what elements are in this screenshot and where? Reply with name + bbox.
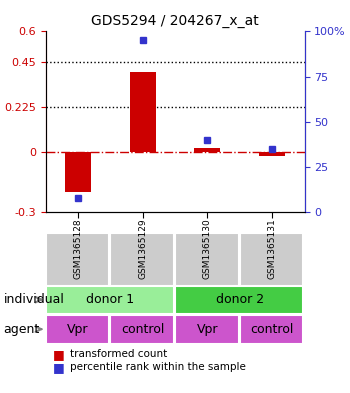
Text: donor 2: donor 2 [216, 293, 264, 306]
Text: Vpr: Vpr [197, 323, 218, 336]
Bar [130, 72, 156, 152]
Text: donor 1: donor 1 [86, 293, 134, 306]
Text: GSM1365131: GSM1365131 [268, 218, 276, 279]
Text: GSM1365130: GSM1365130 [203, 218, 212, 279]
Text: percentile rank within the sample: percentile rank within the sample [70, 362, 246, 373]
Bar [195, 148, 220, 152]
Text: agent: agent [4, 323, 40, 336]
Text: ■: ■ [52, 361, 64, 374]
Bar [259, 152, 285, 156]
Text: control: control [121, 323, 164, 336]
Title: GDS5294 / 204267_x_at: GDS5294 / 204267_x_at [91, 14, 259, 28]
Text: transformed count: transformed count [70, 349, 167, 359]
Text: control: control [251, 323, 294, 336]
Text: GSM1365128: GSM1365128 [74, 218, 82, 279]
Text: ■: ■ [52, 348, 64, 361]
Text: individual: individual [4, 293, 64, 306]
Text: Vpr: Vpr [67, 323, 89, 336]
Bar [65, 152, 91, 192]
Text: GSM1365129: GSM1365129 [138, 218, 147, 279]
